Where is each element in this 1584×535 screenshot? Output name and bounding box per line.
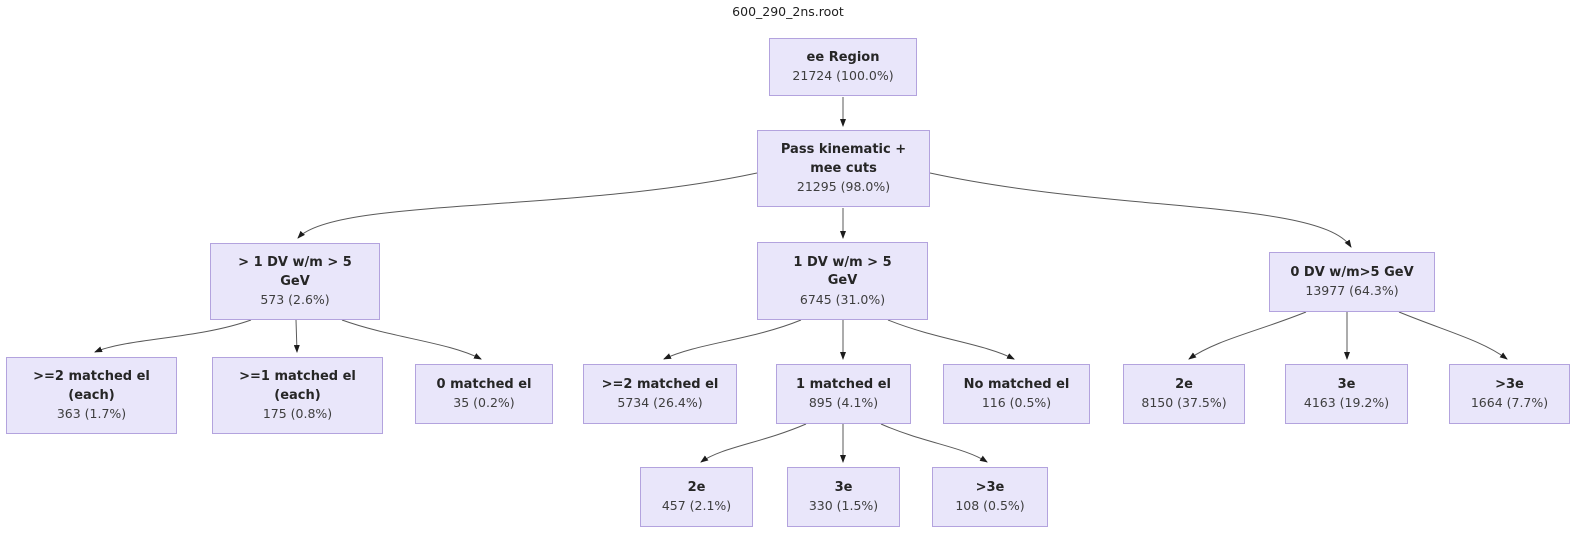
node-label: 2e <box>1175 377 1193 393</box>
node-ge2-matched-each: >=2 matched el (each) 363 (1.7%) <box>6 357 177 434</box>
node-2e-0dv: 2e 8150 (37.5%) <box>1123 364 1245 424</box>
node-count: 1664 (7.7%) <box>1470 395 1549 411</box>
edge-dv1-ge2 <box>663 319 802 360</box>
node-count: 21295 (98.0%) <box>796 179 891 195</box>
node-label: No matched el <box>963 377 1070 393</box>
node-label: ee Region <box>806 50 880 66</box>
node-ge2-matched: >=2 matched el 5734 (26.4%) <box>583 364 737 424</box>
node-label: >3e <box>1495 377 1524 393</box>
node-count: 895 (4.1%) <box>808 395 879 411</box>
node-count: 116 (0.5%) <box>981 395 1052 411</box>
node-count: 21724 (100.0%) <box>792 68 894 84</box>
node-label: 1 matched el <box>796 377 891 393</box>
node-count: 5734 (26.4%) <box>617 395 703 411</box>
node-label: Pass kinematic + mee cuts <box>780 142 907 176</box>
edge-dv0-gt3e <box>1398 311 1508 360</box>
node-label: 3e <box>1337 377 1356 393</box>
node-label: >=1 matched el (each) <box>239 369 356 403</box>
node-label: 0 matched el <box>436 377 532 393</box>
edge-pass-dv0 <box>929 172 1352 248</box>
edge-gt1dv-m0 <box>341 319 482 360</box>
edge-m1-gt3e <box>880 423 988 463</box>
node-count: 108 (0.5%) <box>955 498 1025 514</box>
node-count: 175 (0.8%) <box>262 406 333 422</box>
node-label: >=2 matched el <box>601 377 719 393</box>
node-label: > 1 DV w/m > 5 GeV <box>238 255 352 289</box>
node-ge1-matched-each: >=1 matched el (each) 175 (0.8%) <box>212 357 383 434</box>
node-count: 363 (1.7%) <box>56 406 127 422</box>
node-count: 8150 (37.5%) <box>1141 395 1227 411</box>
node-count: 35 (0.2%) <box>453 395 515 411</box>
node-count: 573 (2.6%) <box>260 292 330 308</box>
edge-dv1-mno <box>887 319 1015 360</box>
node-label: 1 DV w/m > 5 GeV <box>793 254 892 289</box>
edge-gt1dv-ge1each <box>293 319 300 353</box>
node-1-matched: 1 matched el 895 (4.1%) <box>776 364 911 424</box>
node-label: 0 DV w/m>5 GeV <box>1290 265 1414 281</box>
node-gt1-dv: > 1 DV w/m > 5 GeV 573 (2.6%) <box>210 243 380 320</box>
node-gt3e-0dv: >3e 1664 (7.7%) <box>1449 364 1570 424</box>
node-count: 6745 (31.0%) <box>799 291 886 307</box>
edge-dv0-2e <box>1188 311 1307 360</box>
node-count: 4163 (19.2%) <box>1303 395 1390 411</box>
edge-pass-gt1dv <box>297 172 758 239</box>
edge-m1-2e <box>700 423 807 463</box>
node-count: 330 (1.5%) <box>808 498 879 514</box>
node-gt3e-1matched: >3e 108 (0.5%) <box>932 467 1048 527</box>
node-label: >3e <box>975 480 1005 496</box>
node-label: 2e <box>687 480 706 496</box>
node-count: 457 (2.1%) <box>661 498 732 514</box>
node-count: 13977 (64.3%) <box>1305 283 1399 299</box>
node-0-matched: 0 matched el 35 (0.2%) <box>415 364 553 424</box>
node-3e-1matched: 3e 330 (1.5%) <box>787 467 900 527</box>
graph-title: 600_290_2ns.root <box>732 4 844 19</box>
node-no-matched: No matched el 116 (0.5%) <box>943 364 1090 424</box>
edge-gt1dv-ge2each <box>94 319 252 353</box>
node-pass-kinematic: Pass kinematic + mee cuts 21295 (98.0%) <box>757 130 930 207</box>
node-label: 3e <box>834 480 853 496</box>
node-0-dv: 0 DV w/m>5 GeV 13977 (64.3%) <box>1269 252 1435 312</box>
node-ee-region: ee Region 21724 (100.0%) <box>769 38 917 96</box>
node-2e-1matched: 2e 457 (2.1%) <box>640 467 753 527</box>
node-3e-0dv: 3e 4163 (19.2%) <box>1285 364 1408 424</box>
node-label: >=2 matched el (each) <box>33 369 150 403</box>
node-1-dv: 1 DV w/m > 5 GeV 6745 (31.0%) <box>757 242 928 320</box>
